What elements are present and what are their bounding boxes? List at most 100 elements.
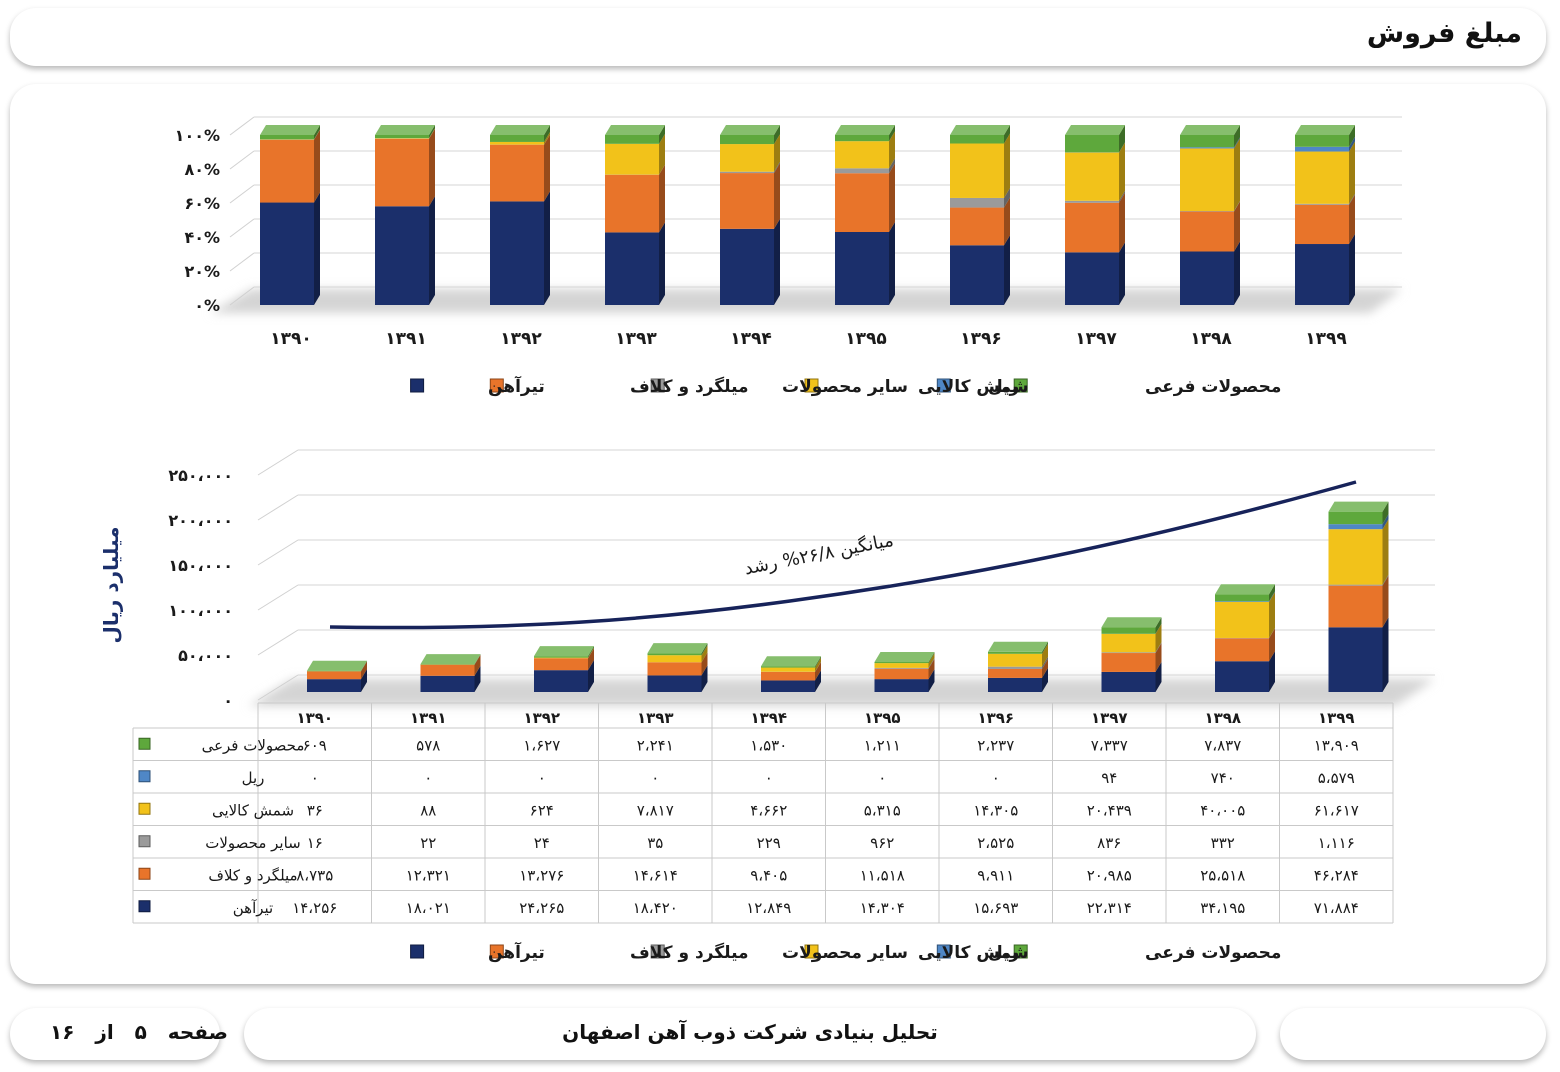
bar-segment-front [605,232,659,305]
bar-segment-front [1101,633,1156,653]
legend-swatch [804,944,819,959]
bar-top-face [835,125,895,135]
bar-segment-side [1234,241,1240,305]
legend-swatch [804,378,819,393]
bar-segment-front [1295,244,1349,305]
bar-segment-side [928,653,935,668]
bar-segment-side [659,164,665,233]
bar-segment-side [928,652,935,664]
bar-segment-front [874,667,929,669]
table-row-label: سایر محصولات [205,834,301,852]
bar-segment-side [544,191,550,305]
bar-segment-front [1295,146,1349,152]
x-tick-label: ۱۳۹۴ [730,329,772,349]
bar-segment-front [605,135,659,144]
legend-label: محصولات فرعی [1145,943,1281,963]
table-cell: ۹۶۲ [870,834,894,852]
table-cell: ۱،۱۱۶ [1318,834,1355,852]
gridline-depth [229,286,255,306]
bar-segment-side [474,654,481,665]
table-cell: ۱۵،۶۹۳ [973,899,1018,917]
bar-top-face [950,125,1010,135]
bar-segment-front [720,228,774,305]
table-header-cell: ۱۳۹۳ [637,709,674,727]
table-cell: ۰ [878,769,886,787]
y-tick-label: ۱۰۰% [175,126,220,145]
table-header-cell: ۱۳۹۵ [864,709,901,727]
total-pages: ۱۶ [50,1020,75,1044]
x-tick-label: ۱۳۹۰ [270,329,312,349]
table-cell: ۰ [311,769,319,787]
bar-segment-front [720,135,774,145]
legend-swatch [936,378,951,393]
bar-segment-front [420,675,475,692]
bar-segment-side [1155,643,1162,672]
table-cell: ۴۶،۲۸۴ [1314,866,1359,884]
bar-top-face [605,125,665,135]
bar-segment-side [659,222,665,305]
bar-segment-side [1234,125,1240,148]
bar-segment-front [605,143,659,175]
bar-segment-side [701,652,708,676]
bar-segment-side [1382,514,1389,530]
bar-segment-side [1155,617,1162,634]
bar-segment-side [1042,643,1048,667]
bar-top-face [1101,617,1162,628]
company-name: تحلیل بنیادی شرکت ذوب آهن اصفهان [562,1020,938,1044]
table-cell: ۰ [651,769,659,787]
bar-segment-side [588,647,594,659]
legend-label: میلگرد و کلاف [630,942,749,963]
table-cell: ۱۴،۳۰۴ [860,899,905,917]
legend-label: شمش کالایی [918,943,1029,963]
bar-segment-side [774,134,780,172]
table-cell: ۸۸ [420,801,436,819]
gridline-depth [229,218,255,238]
bar-segment-side [1382,519,1389,585]
bar-segment-side [1119,125,1125,153]
bar-top-face [260,125,320,135]
table-row-swatch [138,737,151,750]
bar-segment-front [260,202,314,305]
legend-label: تیرآهن [488,375,545,397]
bar-segment-side [1234,201,1240,252]
table-cell: ۲،۲۴۱ [637,736,674,754]
bar-segment-front [761,667,815,672]
bar-segment-front [835,173,889,232]
table-row-label: شمش کالایی [212,801,294,819]
bar-segment-side [1349,125,1355,147]
bar-segment-side [928,658,935,680]
bar-segment-side [774,218,780,305]
bar-segment-side [588,648,594,659]
table-row-label: محصولات فرعی [202,736,305,754]
bar-segment-side [1155,623,1162,653]
gridline-depth [257,629,299,656]
table-cell: ۱،۶۲۷ [523,736,560,754]
bar-segment-front [950,197,1004,208]
bar-segment-front [1101,671,1156,692]
table-cell: ۷،۳۳۷ [1091,736,1128,754]
bar-segment-side [889,221,895,305]
table-header-cell: ۱۳۹۰ [296,709,333,727]
bar-segment-side [815,670,821,692]
bar-segment-side [928,669,935,692]
y-tick-label: ۱۵۰،۰۰۰ [168,556,233,575]
bar-top-face [647,643,708,654]
bar-segment-front [874,679,929,692]
bar-segment-front [988,666,1042,669]
bar-segment-side [1269,628,1275,662]
x-tick-label: ۱۳۹۹ [1305,329,1347,349]
legend-swatch [1013,944,1028,959]
table-row-swatch [138,835,151,848]
footer-left: صفحه ۵ از ۱۶ [10,1008,228,1060]
table-cell: ۱۶ [307,834,323,852]
bar-segment-front [1215,594,1269,602]
table-cell: ۰ [424,769,432,787]
bar-segment-side [314,129,320,140]
bar-segment-side [1155,623,1162,634]
legend-swatch [650,944,665,959]
table-cell: ۳۵ [647,834,663,852]
bar-segment-side [701,652,708,663]
bar-segment-side [815,657,821,672]
gridline-depth [257,674,299,701]
table-cell: ۰ [765,769,773,787]
